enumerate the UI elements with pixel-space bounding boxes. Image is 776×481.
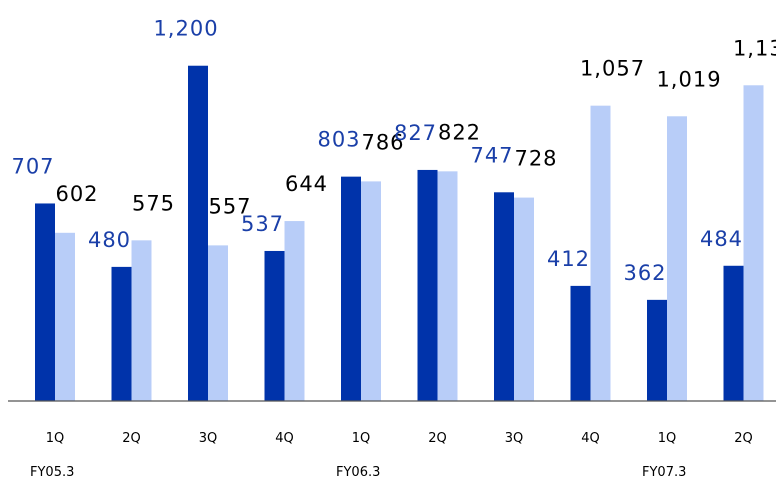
value-label-series1-5: 827 [394,121,437,145]
value-label-series2-5: 822 [438,120,481,144]
x-tick-label-4: 1Q [352,431,371,446]
bar-series2-9 [743,85,764,401]
x-tick-label-1: 2Q [122,431,141,446]
bar-series2-6 [514,197,534,401]
x-tick-label-9: 2Q [734,431,753,446]
bar-series1-4 [341,176,361,401]
value-label-series2-4: 786 [361,130,404,154]
value-label-series1-6: 747 [470,143,513,167]
value-label-series1-0: 707 [11,154,54,178]
value-label-series2-1: 575 [132,191,175,215]
bar-series1-9 [723,265,744,401]
fiscal-year-label-1: FY06.3 [336,465,380,480]
value-label-series2-6: 728 [514,147,557,171]
value-label-series2-7: 1,057 [580,57,645,81]
value-label-series2-0: 602 [55,182,98,206]
value-label-series1-7: 412 [547,247,590,271]
value-label-series2-8: 1,019 [656,67,721,91]
value-label-series1-1: 480 [88,228,131,252]
bar-series2-1 [131,240,152,401]
bar-series1-6 [494,192,514,401]
x-tick-label-7: 4Q [581,431,600,446]
value-label-series2-2: 557 [208,194,251,218]
value-label-series1-4: 803 [317,128,360,152]
bar-series2-7 [590,105,611,402]
x-tick-label-8: 1Q [658,431,677,446]
bars-layer [35,65,764,402]
value-label-series1-2: 1,200 [153,17,218,41]
value-label-series1-8: 362 [623,261,666,285]
x-tick-label-6: 3Q [505,431,524,446]
bar-series2-4 [361,181,381,401]
bar-series1-3 [264,250,285,401]
value-label-series1-3: 537 [241,212,284,236]
bar-series1-5 [417,169,438,401]
value-label-series2-3: 644 [285,172,328,196]
bar-series2-2 [208,245,228,401]
bar-series1-1 [111,266,132,401]
value-label-series1-9: 484 [700,227,743,251]
fiscal-year-labels-layer: FY05.3 FY06.3 FY07.3 [30,465,686,480]
fiscal-year-label-2: FY07.3 [642,465,686,480]
bar-series1-0 [35,203,55,401]
bar-series1-8 [647,299,667,401]
bar-series2-3 [284,221,305,401]
bar-series2-5 [437,171,458,401]
fiscal-year-label-0: FY05.3 [30,465,74,480]
x-tick-labels-layer: 1Q 2Q 3Q 4Q 1Q 2Q 3Q 4Q 1Q 2Q [46,431,753,446]
x-tick-label-3: 4Q [275,431,294,446]
x-tick-label-5: 2Q [428,431,447,446]
x-tick-label-2: 3Q [199,431,218,446]
bar-series2-8 [667,116,687,402]
value-label-series2-9: 1,130 [733,36,776,60]
bar-series1-7 [570,285,591,401]
bar-series2-0 [55,232,75,401]
x-tick-label-0: 1Q [46,431,65,446]
bar-series1-2 [188,65,208,401]
